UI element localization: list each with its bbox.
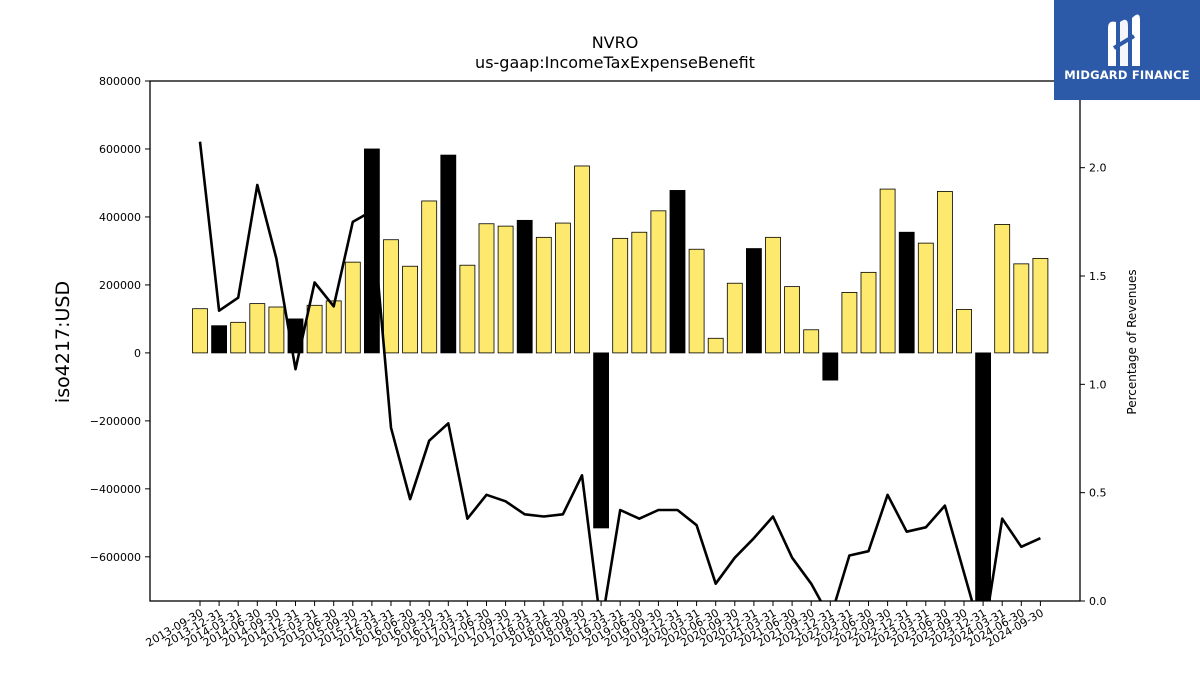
bar-2021-12-31: [822, 352, 839, 381]
logo: MIDGARD FINANCE: [1054, 0, 1200, 100]
bar-2021-03-31: [765, 236, 781, 354]
y2-tick-label: 0.0: [1089, 595, 1107, 608]
y-tick-label: −400000: [90, 483, 141, 496]
bar-2024-06-30: [1013, 263, 1030, 354]
bar-2024-09-30: [1032, 258, 1049, 354]
bar-2016-09-30: [421, 200, 438, 354]
bar-series: [192, 148, 1049, 601]
y2-tick-label: 1.0: [1089, 378, 1107, 391]
y2-tick-label: 0.5: [1089, 487, 1107, 500]
bar-2015-06-30: [325, 300, 342, 354]
bar-2015-09-30: [344, 261, 361, 354]
revenue-percentage-line: [198, 141, 1041, 601]
bar-2019-06-30: [631, 231, 648, 354]
y2-axis: 0.0 0.5 1.0 1.5 2.0: [1080, 162, 1107, 608]
bar-2014-09-30: [268, 306, 285, 354]
y2-axis-label: Percentage of Revenues: [1125, 269, 1139, 414]
bar-2022-03-31: [841, 291, 858, 354]
y2-tick-label: 1.5: [1089, 270, 1107, 283]
bar-2015-12-31: [363, 148, 380, 354]
bar-2023-09-30: [956, 308, 972, 354]
y-tick-label: −200000: [90, 415, 141, 428]
bar-2018-12-31: [593, 352, 609, 529]
bar-2021-06-30: [784, 286, 800, 354]
bar-2017-09-30: [497, 225, 514, 354]
bar-2020-12-31: [746, 248, 762, 354]
bar-2019-12-31: [669, 190, 686, 354]
bar-2019-09-30: [650, 210, 667, 354]
bar-2017-03-31: [459, 264, 476, 354]
bar-2018-09-30: [574, 165, 590, 354]
y-tick-label: 0: [134, 347, 141, 360]
y-tick-label: 200000: [99, 279, 141, 292]
chart-title: NVRO: [592, 33, 639, 52]
bar-2015-03-31: [306, 304, 323, 354]
bar-2020-09-30: [726, 282, 743, 354]
bar-2018-03-31: [535, 236, 552, 354]
bar-2014-03-31: [230, 321, 247, 354]
line-series: [198, 141, 1041, 601]
y-axis-label: iso4217:USD: [52, 281, 74, 403]
logo-mark-icon: [1108, 14, 1140, 67]
bar-2021-09-30: [803, 329, 820, 354]
bar-2013-09-30: [192, 308, 208, 354]
bar-2022-06-30: [860, 271, 877, 354]
bar-2014-06-30: [249, 303, 266, 354]
bar-2023-12-31: [975, 352, 991, 601]
bar-2016-03-31: [383, 239, 399, 354]
y-tick-label: −600000: [90, 551, 141, 564]
bar-2020-03-31: [688, 248, 705, 354]
x-axis: 2013-09-302013-12-312014-03-312014-06-30…: [144, 601, 1046, 650]
bar-2023-06-30: [937, 191, 953, 354]
y-tick-label: 600000: [99, 143, 141, 156]
bar-2022-12-31: [898, 231, 915, 354]
plot-frame: [149, 80, 1081, 602]
bar-2023-03-31: [917, 242, 934, 354]
bar-2018-06-30: [555, 222, 571, 354]
chart-subtitle: us-gaap:IncomeTaxExpenseBenefit: [475, 53, 755, 72]
bar-2024-03-31: [994, 224, 1011, 354]
bar-2017-06-30: [478, 223, 495, 354]
bar-2022-09-30: [879, 188, 896, 354]
bar-2016-06-30: [402, 265, 419, 354]
bar-2016-12-31: [440, 154, 457, 354]
logo-text: MIDGARD FINANCE: [1064, 68, 1190, 82]
bar-2017-12-31: [516, 219, 533, 354]
y-tick-label: 800000: [99, 75, 141, 88]
y2-tick-label: 2.0: [1089, 162, 1107, 175]
y-axis: 800000 600000 400000 200000 0 −200000 −400000 −…: [90, 75, 150, 564]
bar-2013-12-31: [211, 325, 228, 354]
bar-2020-06-30: [707, 337, 724, 354]
y-tick-label: 400000: [99, 211, 141, 224]
bar-2019-03-31: [612, 237, 629, 354]
